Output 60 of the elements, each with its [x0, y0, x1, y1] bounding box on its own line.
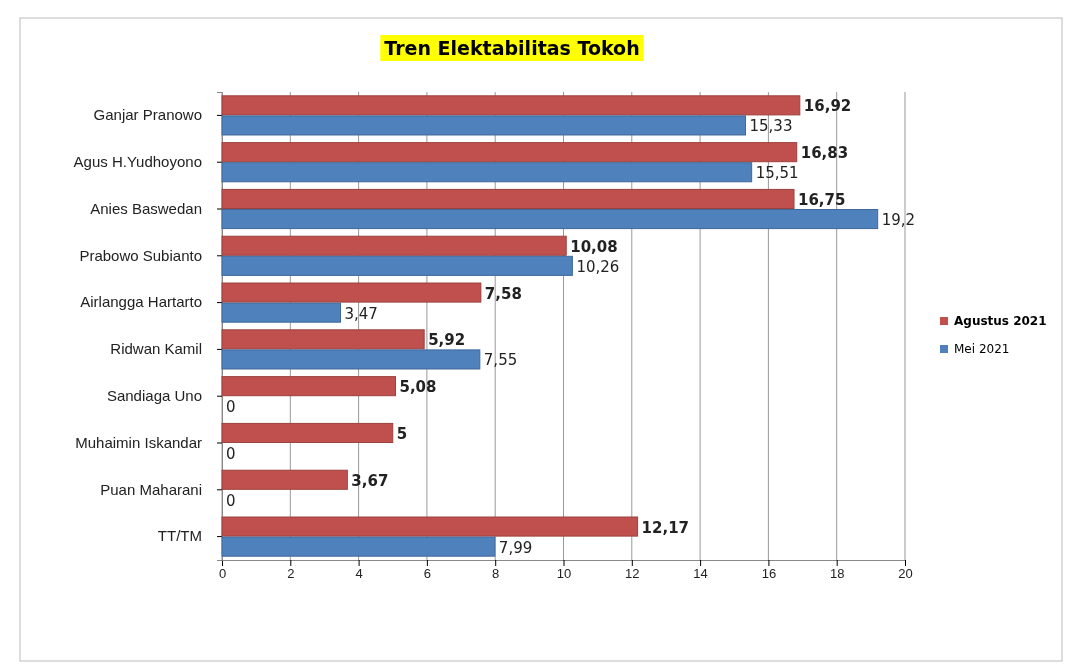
- x-tick-label: 14: [693, 566, 708, 582]
- y-tick-label: Airlangga Hartarto: [80, 293, 202, 311]
- y-tick-label: Puan Maharani: [100, 480, 202, 498]
- bar: [221, 282, 482, 303]
- data-label: 5,92: [428, 331, 466, 350]
- x-tick-label: 10: [556, 566, 572, 582]
- x-tick-label: 6: [423, 566, 432, 582]
- data-label: 7,99: [498, 538, 533, 557]
- y-tick-label: TT/TM: [157, 527, 202, 545]
- x-tick-label: 16: [761, 566, 777, 582]
- data-label: 19,2: [881, 211, 916, 230]
- x-tick-label: 20: [898, 566, 913, 582]
- data-label: 7,55: [483, 351, 518, 370]
- y-tick-label: Ganjar Pranowo: [93, 106, 202, 124]
- bar: [221, 95, 801, 116]
- data-label: 5: [396, 424, 408, 443]
- bar: [221, 115, 747, 136]
- bar: [221, 162, 753, 183]
- y-tick-label: Muhaimin Iskandar: [75, 433, 202, 451]
- data-label: 0: [226, 398, 236, 417]
- x-tick-label: 18: [829, 566, 845, 582]
- data-label: 10,26: [576, 257, 620, 276]
- x-tick-label: 8: [492, 566, 500, 582]
- data-label: 0: [226, 445, 236, 464]
- bar: [221, 188, 795, 209]
- y-tick-label: Anies Baswedan: [90, 199, 202, 217]
- data-label: 15,51: [755, 164, 799, 183]
- y-tick-label: Agus H.Yudhoyono: [73, 153, 202, 170]
- data-label: 16,92: [803, 97, 852, 116]
- data-label: 7,58: [484, 284, 522, 303]
- legend-label: Mei 2021: [954, 342, 1010, 356]
- data-label: 5,08: [399, 378, 437, 397]
- data-label: 10,08: [570, 237, 618, 256]
- data-label: 12,17: [641, 518, 690, 537]
- bar: [221, 349, 481, 370]
- bar: [221, 255, 573, 276]
- legend-label: Agustus 2021: [954, 314, 1047, 328]
- bar: [221, 422, 394, 443]
- bar: [221, 516, 639, 537]
- data-label: 3,47: [344, 304, 378, 323]
- bar: [221, 536, 496, 557]
- x-tick-label: 0: [218, 566, 227, 582]
- x-tick-label: 2: [287, 566, 295, 582]
- y-tick-label: Ridwan Kamil: [110, 340, 202, 358]
- bar: [221, 469, 348, 490]
- bar: [221, 142, 798, 163]
- data-label: 0: [226, 491, 236, 510]
- bar: [221, 209, 879, 230]
- x-tick-label: 4: [355, 566, 363, 582]
- x-tick-label: 12: [625, 566, 640, 582]
- y-tick-label: Sandiaga Uno: [106, 387, 202, 404]
- data-label: 15,33: [749, 117, 793, 136]
- bar: [221, 376, 396, 397]
- data-label: 3,67: [351, 471, 389, 490]
- bar: [221, 235, 567, 256]
- bar: [221, 302, 341, 323]
- data-label: 16,75: [798, 190, 846, 209]
- bar: [221, 329, 425, 350]
- data-label: 16,83: [800, 144, 849, 163]
- y-tick-label: Prabowo Subianto: [79, 246, 202, 264]
